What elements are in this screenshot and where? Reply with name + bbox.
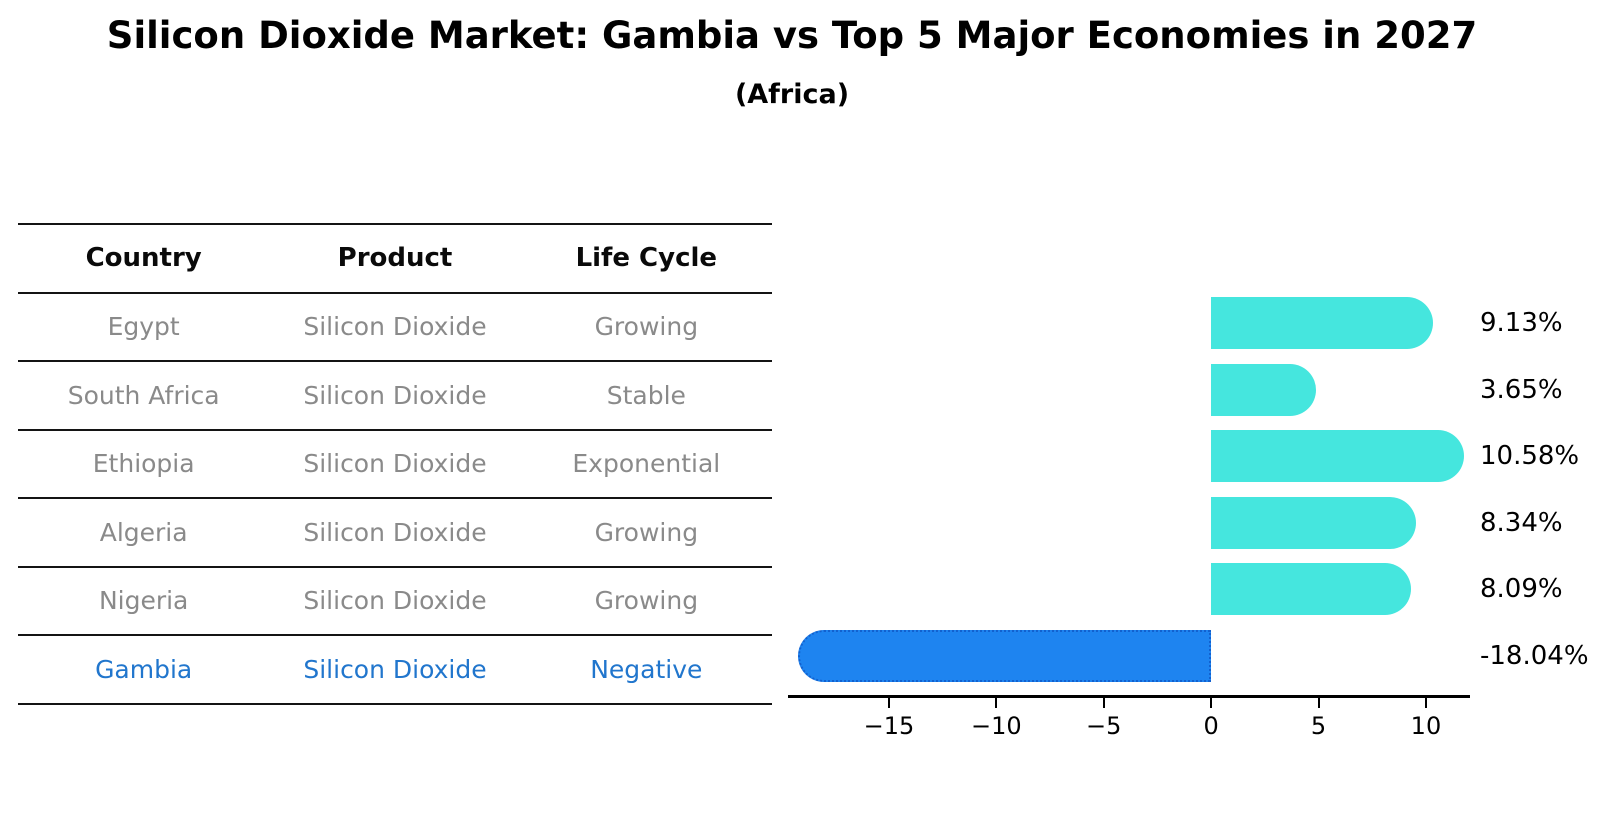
cell-country: Ethiopia <box>92 449 195 479</box>
x-axis-tick <box>1424 698 1427 708</box>
cell-product: Silicon Dioxide <box>303 312 487 342</box>
cell-life-cycle: Growing <box>594 312 699 342</box>
x-axis-tick <box>1102 698 1105 708</box>
cell-country: South Africa <box>67 380 220 410</box>
cell-product: Silicon Dioxide <box>303 517 487 547</box>
table-row: South Africa Silicon Dioxide Stable <box>18 360 772 429</box>
cell-country: Algeria <box>99 517 188 547</box>
x-axis-line <box>788 695 1470 698</box>
country-table: Country Product Life Cycle Egypt Silicon Dio… <box>18 223 772 705</box>
header-product: Product <box>337 243 453 274</box>
x-axis-tick <box>1317 698 1320 708</box>
cell-product: Silicon Dioxide <box>303 654 487 684</box>
chart-subtitle: (Africa) <box>734 79 850 110</box>
cell-life-cycle: Stable <box>606 380 686 410</box>
table-row: Ethiopia Silicon Dioxide Exponential <box>18 428 772 498</box>
value-label-algeria: 8.34% <box>1480 507 1563 538</box>
x-axis-tick-label: −10 <box>971 712 1022 740</box>
x-axis-tick <box>1210 698 1213 708</box>
cell-product: Silicon Dioxide <box>303 586 487 616</box>
x-axis-tick <box>887 698 890 708</box>
value-label-gambia: -18.04% <box>1480 640 1589 671</box>
chart-title: Silicon Dioxide Market: Gambia vs Top 5 … <box>106 14 1478 57</box>
header-country: Country <box>85 243 202 274</box>
header-life-cycle: Life Cycle <box>575 243 718 274</box>
cell-product: Silicon Dioxide <box>303 380 487 410</box>
bar-gambia <box>797 629 1212 682</box>
bar-ethiopia <box>1211 430 1465 482</box>
table-row: Egypt Silicon Dioxide Growing <box>18 291 772 361</box>
x-axis-tick-label: 5 <box>1310 712 1327 740</box>
cell-life-cycle: Growing <box>594 517 699 547</box>
cell-country: Egypt <box>107 312 180 342</box>
x-axis-tick-label: −15 <box>863 712 915 740</box>
table-row: Gambia Silicon Dioxide Negative <box>18 634 772 705</box>
cell-country: Nigeria <box>98 586 189 616</box>
bar-nigeria <box>1211 563 1411 615</box>
cell-life-cycle: Negative <box>590 654 703 684</box>
bar-algeria <box>1211 496 1417 549</box>
value-label-nigeria: 8.09% <box>1480 574 1563 604</box>
value-label-south-africa: 3.65% <box>1480 374 1563 405</box>
table-row: Algeria Silicon Dioxide Growing <box>18 497 772 566</box>
cell-product: Silicon Dioxide <box>303 449 487 479</box>
cell-country: Gambia <box>95 654 193 684</box>
x-axis-tick <box>995 698 998 708</box>
table-header-row: Country Product Life Cycle <box>18 223 772 292</box>
cell-life-cycle: Exponential <box>572 449 721 479</box>
x-axis-tick-label: −5 <box>1086 712 1122 740</box>
cell-life-cycle: Growing <box>594 586 699 616</box>
x-axis-tick-label: 10 <box>1410 712 1442 740</box>
table-row: Nigeria Silicon Dioxide Growing <box>18 565 772 635</box>
value-label-ethiopia: 10.58% <box>1480 441 1580 471</box>
x-axis-tick-label: 0 <box>1203 712 1219 740</box>
bar-south-africa <box>1211 363 1316 416</box>
value-label-egypt: 9.13% <box>1480 308 1563 338</box>
bar-egypt <box>1211 297 1434 349</box>
